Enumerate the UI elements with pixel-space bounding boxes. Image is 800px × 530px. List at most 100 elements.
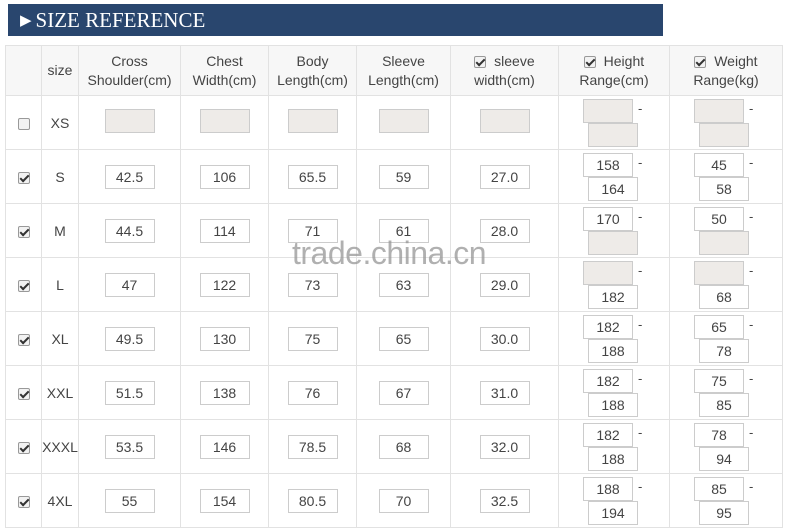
range-separator: - [749,479,754,494]
weight-max-input[interactable]: 94 [699,447,749,471]
row-checkbox[interactable] [17,117,30,130]
chest-width-input[interactable]: 106 [199,164,250,189]
height-max-input[interactable]: 188 [588,447,638,471]
sleeve-length-input[interactable]: 67 [378,380,429,405]
sleeve-width-input[interactable]: 32.5 [479,488,530,513]
sleeve-length-input[interactable]: 68 [378,434,429,459]
row-checkbox[interactable] [17,279,30,292]
sleeve-width-input[interactable]: 30.0 [479,326,530,351]
weight-max-input[interactable]: 78 [699,339,749,363]
height-max-input[interactable]: 188 [588,339,638,363]
sleeve-width-input[interactable]: 27.0 [479,164,530,189]
weight-max-input[interactable] [699,123,749,147]
weight-max-input[interactable]: 85 [699,393,749,417]
chest-width-input[interactable]: 130 [199,326,250,351]
cross-shoulder-input[interactable]: 55 [104,488,155,513]
sleeve-length-input[interactable]: 59 [378,164,429,189]
height-min-input[interactable]: 182 [583,315,633,339]
sleeve-width-input[interactable]: 32.0 [479,434,530,459]
size-table: size Cross Shoulder(cm) Chest Width(cm) … [5,45,783,528]
range-separator: - [749,155,754,170]
height-max-input[interactable]: 194 [588,501,638,525]
height-min-input[interactable]: 182 [583,369,633,393]
weight-max-input[interactable]: 58 [699,177,749,201]
height-min-input[interactable] [583,261,633,285]
cross-shoulder-input[interactable]: 51.5 [104,380,155,405]
chest-width-input[interactable]: 154 [199,488,250,513]
sleeve-width-input[interactable] [479,109,530,133]
header-sleeve-length: Sleeve Length(cm) [356,45,451,96]
weight-min-input[interactable]: 85 [694,477,744,501]
weight-max-input[interactable]: 95 [699,501,749,525]
sleeve-length-input[interactable] [378,109,429,133]
weight-range-checkbox[interactable] [694,55,707,68]
cross-shoulder-input[interactable] [104,109,155,133]
size-label: 4XL [41,473,79,528]
body-length-input[interactable]: 76 [287,380,338,405]
height-max-input[interactable] [588,123,638,147]
sleeve-length-input[interactable]: 63 [378,272,429,297]
chest-width-input[interactable] [199,109,250,133]
weight-min-input[interactable] [694,261,744,285]
height-min-input[interactable]: 158 [583,153,633,177]
height-max-input[interactable]: 182 [588,285,638,309]
header-chest-width: Chest Width(cm) [180,45,269,96]
table-row: M 44.5 114 71 61 28.0 170-50- [5,203,783,258]
height-min-input[interactable]: 182 [583,423,633,447]
body-length-input[interactable]: 78.5 [287,434,338,459]
chest-width-input[interactable]: 114 [199,218,250,243]
body-length-input[interactable]: 75 [287,326,338,351]
chest-width-input[interactable]: 146 [199,434,250,459]
range-separator: - [638,479,643,494]
height-max-input[interactable] [588,231,638,255]
chest-width-input[interactable]: 138 [199,380,250,405]
row-checkbox[interactable] [17,387,30,400]
cross-shoulder-input[interactable]: 44.5 [104,218,155,243]
weight-min-input[interactable]: 78 [694,423,744,447]
chest-width-input[interactable]: 122 [199,272,250,297]
height-min-input[interactable] [583,99,633,123]
size-label: XXXL [41,419,79,474]
sleeve-width-input[interactable]: 31.0 [479,380,530,405]
table-row: L 47 122 73 63 29.0-182-68 [5,257,783,312]
row-checkbox[interactable] [17,333,30,346]
height-min-input[interactable]: 170 [583,207,633,231]
cross-shoulder-input[interactable]: 49.5 [104,326,155,351]
header-size: size [41,45,79,96]
sleeve-length-input[interactable]: 70 [378,488,429,513]
sleeve-width-checkbox[interactable] [474,55,487,68]
size-label: XS [41,95,79,150]
body-length-input[interactable]: 65.5 [287,164,338,189]
body-length-input[interactable]: 73 [287,272,338,297]
cross-shoulder-input[interactable]: 53.5 [104,434,155,459]
range-separator: - [749,425,754,440]
height-min-input[interactable]: 188 [583,477,633,501]
height-range-checkbox[interactable] [583,55,596,68]
body-length-input[interactable] [287,109,338,133]
triangle-right-icon: ▶ [20,13,32,29]
sleeve-width-input[interactable]: 29.0 [479,272,530,297]
height-max-input[interactable]: 188 [588,393,638,417]
body-length-input[interactable]: 80.5 [287,488,338,513]
row-checkbox[interactable] [17,225,30,238]
weight-min-input[interactable]: 75 [694,369,744,393]
weight-max-input[interactable] [699,231,749,255]
table-row: 4XL 55 154 80.5 70 32.5 188-194 85-95 [5,473,783,528]
weight-min-input[interactable]: 65 [694,315,744,339]
sleeve-length-input[interactable]: 65 [378,326,429,351]
sleeve-width-input[interactable]: 28.0 [479,218,530,243]
range-separator: - [749,101,754,116]
header-sleeve-width: sleeve width(cm) [450,45,559,96]
sleeve-length-input[interactable]: 61 [378,218,429,243]
weight-min-input[interactable]: 45 [694,153,744,177]
height-max-input[interactable]: 164 [588,177,638,201]
cross-shoulder-input[interactable]: 42.5 [104,164,155,189]
row-checkbox[interactable] [17,441,30,454]
row-checkbox[interactable] [17,171,30,184]
weight-max-input[interactable]: 68 [699,285,749,309]
row-checkbox[interactable] [17,495,30,508]
weight-min-input[interactable] [694,99,744,123]
body-length-input[interactable]: 71 [287,218,338,243]
weight-min-input[interactable]: 50 [694,207,744,231]
cross-shoulder-input[interactable]: 47 [104,272,155,297]
